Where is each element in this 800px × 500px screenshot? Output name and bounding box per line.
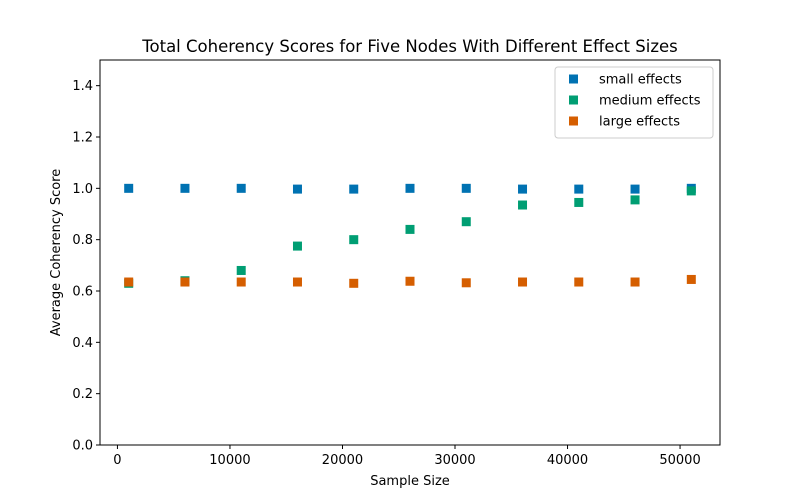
y-axis: 0.0 0.2 0.4 0.6 0.8 1.0 1.2 1.4 xyxy=(72,79,100,454)
data-point-series-1 xyxy=(405,224,415,234)
legend-label: medium effects xyxy=(599,94,701,109)
chart-title: Total Coherency Scores for Five Nodes Wi… xyxy=(141,37,678,56)
legend-marker xyxy=(569,74,578,84)
y-tick-label: 0.2 xyxy=(72,387,93,402)
legend-label: large effects xyxy=(599,115,680,130)
y-tick-label: 1.4 xyxy=(72,79,93,94)
data-point-series-1 xyxy=(686,186,696,196)
data-point-series-2 xyxy=(518,277,528,287)
legend-label: small effects xyxy=(599,73,682,88)
y-tick-label: 0.8 xyxy=(72,233,93,248)
x-tick-label: 40000 xyxy=(547,453,588,468)
data-point-series-0 xyxy=(236,183,246,193)
x-tick-label: 10000 xyxy=(209,453,250,468)
data-point-series-1 xyxy=(461,217,471,227)
data-point-series-0 xyxy=(292,184,302,194)
data-point-series-0 xyxy=(461,183,471,193)
legend-box xyxy=(554,66,714,139)
x-tick-label: 50000 xyxy=(659,453,700,468)
data-point-series-0 xyxy=(124,183,134,193)
data-point-series-0 xyxy=(630,184,640,194)
data-point-series-2 xyxy=(630,277,640,287)
data-point-series-0 xyxy=(405,183,415,193)
x-axis: 0 10000 20000 30000 40000 50000 xyxy=(113,445,701,468)
plot-frame xyxy=(99,59,721,446)
legend-marker xyxy=(569,95,578,105)
data-point-series-2 xyxy=(292,277,302,287)
y-tick-label: 0.0 xyxy=(72,439,93,454)
data-point-series-2 xyxy=(686,274,696,284)
data-point-series-1 xyxy=(630,195,640,205)
x-tick-label: 0 xyxy=(113,453,121,468)
y-tick-label: 0.4 xyxy=(72,336,93,351)
data-point-series-0 xyxy=(349,184,359,194)
legend-marker xyxy=(569,116,578,126)
data-point-series-1 xyxy=(292,241,302,251)
data-point-series-0 xyxy=(180,183,190,193)
legend: small effects medium effects large effects xyxy=(554,66,714,139)
data-point-series-1 xyxy=(349,235,359,245)
data-point-series-1 xyxy=(518,200,528,210)
x-axis-label: Sample Size xyxy=(370,474,450,489)
x-tick-label: 20000 xyxy=(322,453,363,468)
data-point-series-1 xyxy=(236,265,246,275)
data-point-series-2 xyxy=(405,276,415,286)
data-point-series-2 xyxy=(180,277,190,287)
data-point-series-2 xyxy=(461,278,471,288)
data-points xyxy=(124,183,696,288)
data-point-series-2 xyxy=(124,277,134,287)
y-tick-label: 0.6 xyxy=(72,285,93,300)
data-point-series-0 xyxy=(574,184,584,194)
data-point-series-2 xyxy=(236,277,246,287)
y-tick-label: 1.2 xyxy=(72,131,93,146)
y-tick-label: 1.0 xyxy=(72,182,93,197)
y-axis-label: Average Coherency Score xyxy=(49,169,64,336)
x-tick-label: 30000 xyxy=(434,453,475,468)
data-point-series-1 xyxy=(574,197,584,207)
data-point-series-2 xyxy=(574,277,584,287)
data-point-series-0 xyxy=(518,184,528,194)
data-point-series-2 xyxy=(349,278,359,288)
